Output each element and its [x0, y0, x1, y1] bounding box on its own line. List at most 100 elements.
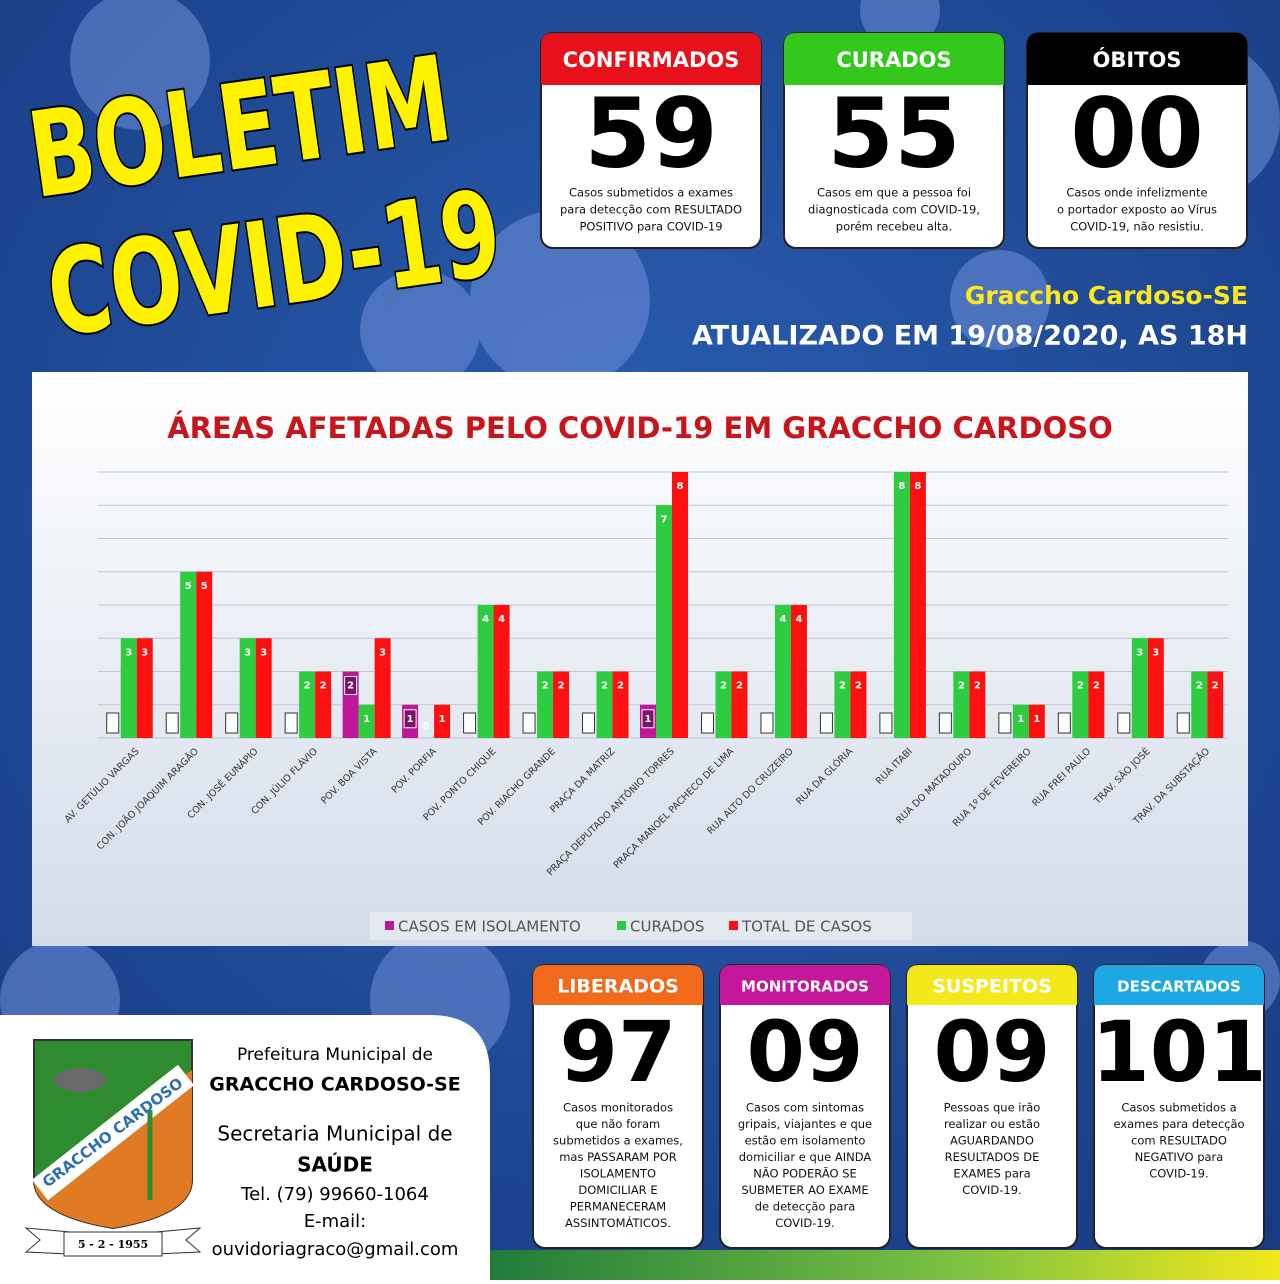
bar: [434, 704, 451, 738]
card-title: CURADOS: [836, 48, 951, 72]
bar: [969, 671, 986, 738]
bar: [255, 638, 272, 738]
value-label: 8: [914, 481, 921, 492]
bar: [553, 671, 570, 738]
value-label: 1: [407, 714, 414, 725]
empty-label-box: [1057, 712, 1071, 734]
updated: ATUALIZADO EM 19/08/2020, AS 18H: [692, 321, 1248, 352]
card-description: para detecção com RESULTADO: [560, 203, 742, 217]
card-title: SUSPEITOS: [932, 976, 1052, 998]
bar: [774, 605, 791, 738]
bar: [1072, 671, 1089, 738]
bottom-strip: [480, 1250, 1280, 1280]
value-label: 8: [677, 481, 684, 492]
card-number: 00: [1070, 77, 1204, 189]
footer-line: Prefeitura Municipal de: [237, 1045, 433, 1065]
empty-label-box: [819, 712, 833, 734]
card-description: estão em isolamento: [745, 1134, 866, 1148]
card-description: domiciliar e que AINDA: [739, 1150, 872, 1164]
value-label: 2: [320, 681, 327, 692]
empty-label-box: [879, 712, 893, 734]
card-description: EXAMES para: [953, 1167, 1030, 1181]
location: Graccho Cardoso-SE: [965, 281, 1248, 310]
card-description: Casos onde infelizmente: [1066, 186, 1207, 200]
empty-label-box: [522, 712, 536, 734]
value-label: 2: [1196, 681, 1203, 692]
card-description: Casos submetidos a exames: [569, 186, 733, 200]
bar: [1147, 638, 1164, 738]
bar: [1028, 704, 1045, 738]
value-label: 1: [1033, 714, 1040, 725]
empty-label-box: [582, 712, 596, 734]
bar: [1012, 704, 1029, 738]
bar: [850, 671, 867, 738]
bar: [180, 571, 197, 738]
card-description: Pessoas que irão: [944, 1101, 1041, 1115]
card-description: PERMANECERAM: [570, 1200, 666, 1214]
empty-label-box: [165, 712, 179, 734]
legend-swatch: [385, 921, 394, 930]
bar: [315, 671, 332, 738]
empty-label-box: [998, 712, 1012, 734]
value-label: 3: [260, 647, 267, 658]
bar: [596, 671, 613, 738]
card-description: NÃO PODERÃO SE: [753, 1166, 857, 1181]
bar: [1207, 671, 1224, 738]
value-label: 2: [617, 681, 624, 692]
value-label: 2: [1212, 681, 1219, 692]
card-title: MONITORADOS: [741, 978, 869, 996]
card-description: COVID-19, não resistiu.: [1070, 220, 1204, 234]
value-label-box: [641, 709, 655, 729]
card-description: Casos em que a pessoa foi: [817, 186, 971, 200]
card-description: Casos submetidos a: [1121, 1101, 1236, 1115]
bar: [656, 505, 672, 738]
bar: [374, 638, 391, 738]
card-header: [720, 965, 890, 1005]
card-header: [907, 965, 1077, 1005]
card-header: [1094, 965, 1264, 1005]
value-label: 4: [779, 614, 786, 625]
card-description: exames para detecção: [1113, 1117, 1244, 1131]
card-header: [541, 33, 761, 85]
card-description: NEGATIVO para: [1135, 1150, 1224, 1164]
footer-line: Tel. (79) 99660-1064: [240, 1184, 429, 1205]
value-label: 3: [125, 647, 132, 658]
value-label: 2: [1077, 681, 1084, 692]
value-label: 1: [645, 714, 652, 725]
bar: [1191, 671, 1208, 738]
card-description: RESULTADOS DE: [945, 1150, 1040, 1164]
empty-label-box: [938, 712, 952, 734]
value-label: 2: [1093, 681, 1100, 692]
card-number: 09: [747, 1003, 864, 1101]
value-label: 4: [795, 614, 802, 625]
footer-line: ouvidoriagraco@gmail.com: [212, 1239, 459, 1260]
empty-label-box: [1117, 712, 1131, 734]
legend-label: CASOS EM ISOLAMENTO: [398, 918, 581, 936]
card-description: de detecção para: [755, 1200, 856, 1214]
legend-label: CURADOS: [630, 918, 704, 936]
value-label: 7: [661, 514, 668, 525]
value-label: 3: [244, 647, 251, 658]
card-description: ASSINTOMÁTICOS.: [565, 1215, 671, 1230]
footer-line: SAÚDE: [297, 1153, 373, 1177]
bar: [834, 671, 851, 738]
card-description: realizar ou estão: [944, 1117, 1040, 1131]
card-description: gripais, viajantes e que: [738, 1117, 872, 1131]
card-description: submetidos a exames,: [553, 1134, 683, 1148]
value-label: 5: [201, 581, 208, 592]
value-label: 2: [974, 681, 981, 692]
bar: [612, 671, 629, 738]
card-description: ISOLAMENTO: [580, 1167, 656, 1181]
value-label: 3: [1152, 647, 1159, 658]
value-label: 2: [958, 681, 965, 692]
card-description: Casos com sintomas: [746, 1101, 864, 1115]
bar: [537, 671, 554, 738]
value-label: 4: [498, 614, 505, 625]
value-label: 4: [482, 614, 489, 625]
bar: [1088, 671, 1105, 738]
empty-label-box: [760, 712, 774, 734]
empty-label-box: [700, 712, 714, 734]
footer-line: GRACCHO CARDOSO-SE: [209, 1074, 460, 1096]
value-label: 1: [439, 714, 446, 725]
